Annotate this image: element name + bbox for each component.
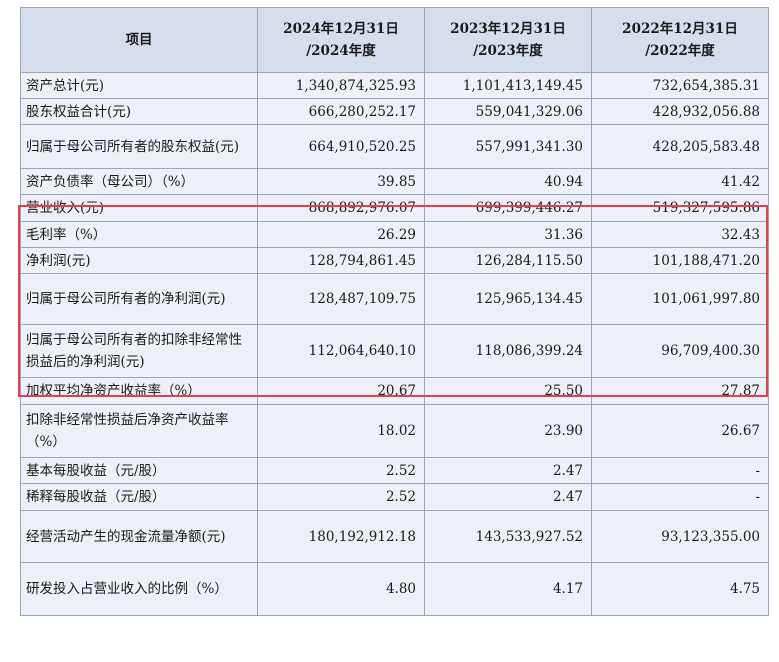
row-label: 净利润(元) bbox=[20, 247, 258, 274]
table-row: 归属于母公司所有者的扣除非经常性损益后的净利润(元) 112,064,640.10… bbox=[20, 324, 769, 378]
value-2024: 20.67 bbox=[257, 377, 425, 405]
value-2024: 2.52 bbox=[257, 483, 425, 511]
table-row: 资产总计(元) 1,340,874,325.93 1,101,413,149.45 7… bbox=[20, 72, 769, 99]
table-row: 稀释每股收益（元/股） 2.52 2.47- bbox=[20, 483, 769, 511]
value-2023: 40.94 bbox=[424, 168, 592, 195]
table-row: 归属于母公司所有者的股东权益(元) 664,910,520.25 557,991,3… bbox=[20, 124, 769, 169]
value-2023: 699,399,446.27 bbox=[424, 194, 592, 222]
value-2023: 31.36 bbox=[424, 221, 592, 248]
table-row: 营业收入(元) 868,892,976.07 699,399,446.27 519,3… bbox=[20, 194, 769, 222]
table-row: 经营活动产生的现金流量净额(元) 180,192,912.18 143,533,92… bbox=[20, 510, 769, 563]
financial-table-container: 项目 2024年12月31日/2024年度 2023年12月31日/2023年度… bbox=[18, 7, 769, 616]
row-label: 稀释每股收益（元/股） bbox=[20, 483, 258, 511]
header-2022: 2022年12月31日/2022年度 bbox=[591, 7, 769, 73]
row-label: 营业收入(元) bbox=[20, 194, 258, 222]
value-2022: - bbox=[591, 483, 769, 511]
header-2024: 2024年12月31日/2024年度 bbox=[257, 7, 425, 73]
value-2024: 664,910,520.25 bbox=[257, 124, 425, 169]
value-2022: 26.67 bbox=[591, 404, 769, 458]
value-2024: 112,064,640.10 bbox=[257, 324, 425, 378]
value-2024: 2.52 bbox=[257, 457, 425, 484]
table-row: 加权平均净资产收益率（%） 20.67 25.50 27.87 bbox=[20, 377, 769, 405]
header-2023: 2023年12月31日/2023年度 bbox=[424, 7, 592, 73]
row-label: 扣除非经常性损益后净资产收益率（%） bbox=[20, 404, 258, 458]
table-row: 股东权益合计(元) 666,280,252.17 559,041,329.06 428… bbox=[20, 98, 769, 125]
value-2022: 96,709,400.30 bbox=[591, 324, 769, 378]
table-row: 毛利率（%） 26.29 31.36 32.43 bbox=[20, 221, 769, 248]
table-row: 归属于母公司所有者的净利润(元) 128,487,109.75 125,965,13… bbox=[20, 273, 769, 325]
table-row: 研发投入占营业收入的比例（%） 4.80 4.17 4.75 bbox=[20, 562, 769, 616]
value-2023: 25.50 bbox=[424, 377, 592, 405]
row-label: 研发投入占营业收入的比例（%） bbox=[20, 562, 258, 616]
value-2022: 101,061,997.80 bbox=[591, 273, 769, 325]
value-2022: 32.43 bbox=[591, 221, 769, 248]
row-label: 股东权益合计(元) bbox=[20, 98, 258, 125]
header-item: 项目 bbox=[20, 7, 258, 73]
row-label: 资产总计(元) bbox=[20, 72, 258, 99]
value-2022: 101,188,471.20 bbox=[591, 247, 769, 274]
row-label: 归属于母公司所有者的股东权益(元) bbox=[20, 124, 258, 169]
value-2024: 4.80 bbox=[257, 562, 425, 616]
value-2022: 428,932,056.88 bbox=[591, 98, 769, 125]
row-label: 加权平均净资产收益率（%） bbox=[20, 377, 258, 405]
value-2022: - bbox=[591, 457, 769, 484]
value-2023: 143,533,927.52 bbox=[424, 510, 592, 563]
value-2022: 732,654,385.31 bbox=[591, 72, 769, 99]
row-label: 归属于母公司所有者的净利润(元) bbox=[20, 273, 258, 325]
value-2022: 41.42 bbox=[591, 168, 769, 195]
value-2024: 39.85 bbox=[257, 168, 425, 195]
table-row: 净利润(元) 128,794,861.45 126,284,115.50 101,18… bbox=[20, 247, 769, 274]
value-2024: 128,794,861.45 bbox=[257, 247, 425, 274]
value-2024: 26.29 bbox=[257, 221, 425, 248]
value-2024: 180,192,912.18 bbox=[257, 510, 425, 563]
value-2023: 557,991,341.30 bbox=[424, 124, 592, 169]
row-label: 基本每股收益（元/股） bbox=[20, 457, 258, 484]
row-label: 资产负债率（母公司）（%） bbox=[20, 168, 258, 195]
value-2024: 868,892,976.07 bbox=[257, 194, 425, 222]
value-2022: 428,205,583.48 bbox=[591, 124, 769, 169]
value-2022: 519,327,595.86 bbox=[591, 194, 769, 222]
value-2023: 2.47 bbox=[424, 457, 592, 484]
value-2022: 4.75 bbox=[591, 562, 769, 616]
value-2024: 18.02 bbox=[257, 404, 425, 458]
value-2023: 559,041,329.06 bbox=[424, 98, 592, 125]
value-2022: 27.87 bbox=[591, 377, 769, 405]
table-row: 扣除非经常性损益后净资产收益率（%） 18.02 23.90 26.67 bbox=[20, 404, 769, 458]
value-2023: 125,965,134.45 bbox=[424, 273, 592, 325]
value-2023: 2.47 bbox=[424, 483, 592, 511]
value-2023: 4.17 bbox=[424, 562, 592, 616]
financial-summary-table: 项目 2024年12月31日/2024年度 2023年12月31日/2023年度… bbox=[20, 7, 769, 616]
value-2023: 126,284,115.50 bbox=[424, 247, 592, 274]
value-2024: 128,487,109.75 bbox=[257, 273, 425, 325]
row-label: 经营活动产生的现金流量净额(元) bbox=[20, 510, 258, 563]
value-2023: 118,086,399.24 bbox=[424, 324, 592, 378]
row-label: 归属于母公司所有者的扣除非经常性损益后的净利润(元) bbox=[20, 324, 258, 378]
value-2024: 666,280,252.17 bbox=[257, 98, 425, 125]
value-2024: 1,340,874,325.93 bbox=[257, 72, 425, 99]
row-label: 毛利率（%） bbox=[20, 221, 258, 248]
table-row: 基本每股收益（元/股） 2.52 2.47- bbox=[20, 457, 769, 484]
value-2023: 23.90 bbox=[424, 404, 592, 458]
header-row: 项目 2024年12月31日/2024年度 2023年12月31日/2023年度… bbox=[20, 7, 769, 73]
value-2022: 93,123,355.00 bbox=[591, 510, 769, 563]
table-row: 资产负债率（母公司）（%） 39.85 40.94 41.42 bbox=[20, 168, 769, 195]
value-2023: 1,101,413,149.45 bbox=[424, 72, 592, 99]
